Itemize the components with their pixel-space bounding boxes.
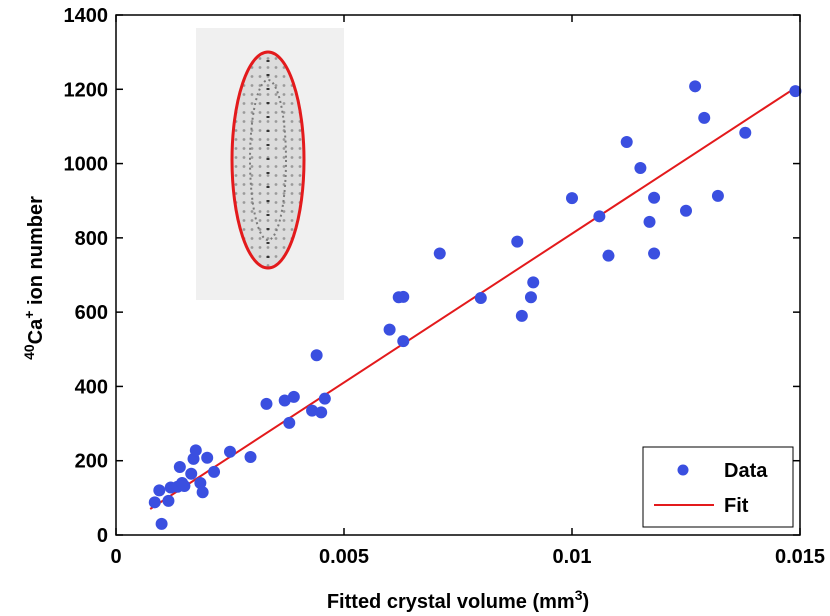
data-point <box>680 204 692 217</box>
data-point <box>602 249 615 262</box>
data-point <box>185 467 198 480</box>
data-point <box>178 479 191 492</box>
data-point <box>634 162 647 175</box>
legend-box <box>642 446 794 528</box>
data-point <box>287 390 300 403</box>
data-point <box>711 189 724 202</box>
data-point <box>643 215 656 228</box>
data-point <box>593 210 606 223</box>
data-point <box>648 191 661 204</box>
data-point <box>620 136 633 149</box>
data-point <box>155 517 168 530</box>
data-point <box>698 111 711 124</box>
legend-data-label: Data <box>724 460 768 482</box>
y-tick-label: 200 <box>75 451 108 473</box>
data-point <box>244 451 257 463</box>
data-point <box>260 397 273 410</box>
data-points <box>148 80 802 530</box>
y-axis-label: 40Ca+ ion number <box>21 196 47 360</box>
y-tick-label: 1400 <box>64 5 109 27</box>
data-point <box>515 309 528 322</box>
data-point <box>474 292 487 305</box>
fit-line <box>149 85 799 510</box>
data-point <box>527 276 540 289</box>
data-point <box>306 404 319 417</box>
data-point <box>224 445 236 458</box>
data-point <box>153 484 166 497</box>
data-point <box>789 85 802 98</box>
data-point <box>739 126 752 139</box>
legend-data-marker <box>677 464 689 476</box>
y-tick-label: 800 <box>75 228 108 250</box>
legend: Data Fit <box>642 446 794 528</box>
x-tick-label: 0.005 <box>319 546 369 568</box>
data-point <box>318 392 331 405</box>
plot-frame <box>115 14 801 536</box>
data-point <box>278 394 291 407</box>
x-tick-label: 0 <box>110 546 121 568</box>
data-point <box>148 496 161 509</box>
x-tick-label: 0.015 <box>775 546 825 568</box>
data-point <box>310 349 323 362</box>
data-point <box>162 494 175 507</box>
data-point <box>208 465 221 478</box>
data-point <box>383 323 396 336</box>
data-point <box>283 416 296 429</box>
data-point <box>433 247 446 260</box>
legend-fit-label: Fit <box>724 495 749 517</box>
data-point <box>196 486 209 499</box>
y-tick-label: 1000 <box>64 154 109 176</box>
tick-labels: 0 0.005 0.01 0.015 0 200 400 600 800 1000 1200 1400 <box>64 5 826 568</box>
data-point <box>201 451 214 464</box>
fitted-ellipse <box>230 50 306 270</box>
data-point <box>648 247 661 260</box>
y-tick-label: 400 <box>75 376 108 398</box>
data-point <box>566 192 578 205</box>
data-point <box>397 290 410 303</box>
data-point <box>511 235 524 248</box>
data-point <box>397 335 410 348</box>
x-axis-label: Fitted crystal volume (mm3) <box>327 587 589 613</box>
fit-line-group <box>149 85 799 510</box>
x-tick-label: 0.01 <box>553 546 592 568</box>
data-point <box>689 80 702 93</box>
data-point <box>173 461 186 474</box>
y-tick-label: 0 <box>97 525 108 547</box>
y-tick-label: 1200 <box>64 79 109 101</box>
crystal-inset-image <box>196 28 344 300</box>
y-tick-label: 600 <box>75 302 108 324</box>
data-point <box>315 406 328 419</box>
ion-shell <box>249 79 287 241</box>
data-point <box>524 291 537 304</box>
data-point <box>189 444 202 457</box>
data-point <box>194 477 207 489</box>
